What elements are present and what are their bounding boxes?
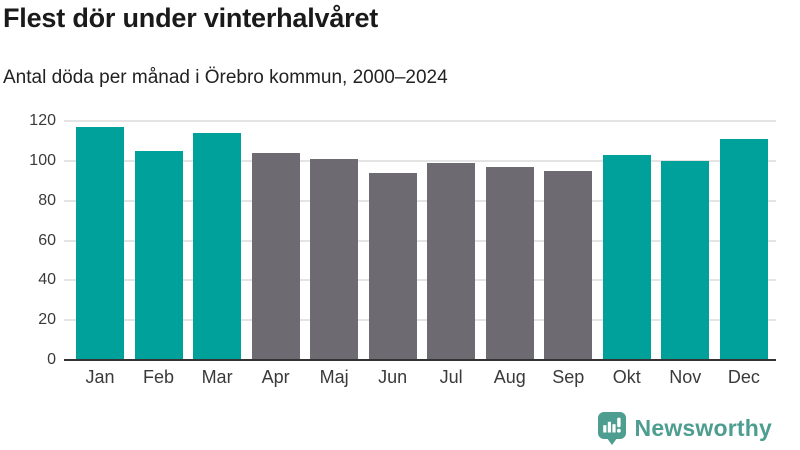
bars [64,121,776,360]
bar-apr [251,153,300,360]
gridline-20 [64,319,776,322]
x-tick-label-feb: Feb [143,367,175,387]
y-tick-label-100: 100 [29,151,56,169]
x-tick-label-nov: Nov [669,367,702,387]
bar-dec [719,139,768,360]
y-axis-labels: 0 20 40 60 80 100 120 [0,112,56,368]
y-tick-label-120: 120 [29,112,56,129]
x-tick-label-maj: Maj [319,367,349,387]
chart-subtitle: Antal döda per månad i Örebro kommun, 20… [3,67,448,88]
newsworthy-icon [597,412,626,445]
newsworthy-wordmark: Newsworthy [634,415,772,441]
gridline-40 [64,279,776,282]
bar-jan [76,127,124,360]
x-tick-label-aug: Aug [493,367,526,387]
x-tick-label-sep: Sep [552,367,585,387]
x-tick-label-jan: Jan [85,367,115,387]
gridline-100 [64,159,776,162]
y-tick-label-60: 60 [38,231,56,249]
x-tick-label-okt: Okt [612,367,641,387]
y-tick-label-40: 40 [38,271,56,289]
y-tick-label-80: 80 [38,191,56,209]
x-tick-label-jul: Jul [439,367,463,387]
x-tick-label-mar: Mar [201,367,233,387]
bar-nov [661,161,710,360]
y-tick-label-20: 20 [38,311,56,329]
newsworthy-logo: Newsworthy [597,412,772,445]
bar-mar [193,133,242,360]
speech-bubble-shape [597,412,626,445]
bar-jul [427,163,476,360]
bar-jun [368,173,417,360]
bar-aug [485,167,534,360]
plot-area [64,120,776,361]
bar-okt [602,155,651,360]
bar-maj [310,159,359,360]
bar-feb [134,151,183,360]
mini-bar-chart-glyph [602,417,621,433]
bar-sep [544,171,593,360]
x-tick-label-apr: Apr [261,367,290,387]
chart-title: Flest dör under vinterhalvåret [3,3,379,33]
x-axis-line [64,359,776,361]
x-tick-label-dec: Dec [727,367,760,387]
gridline-60 [64,239,776,242]
gridline-120 [64,120,776,122]
x-tick-label-jun: Jun [378,367,408,387]
y-tick-label-0: 0 [47,351,56,368]
gridline-80 [64,199,776,202]
x-axis-labels: Jan Feb Mar Apr Maj Jun Jul Aug Sep Okt Nov Dec [64,367,776,388]
